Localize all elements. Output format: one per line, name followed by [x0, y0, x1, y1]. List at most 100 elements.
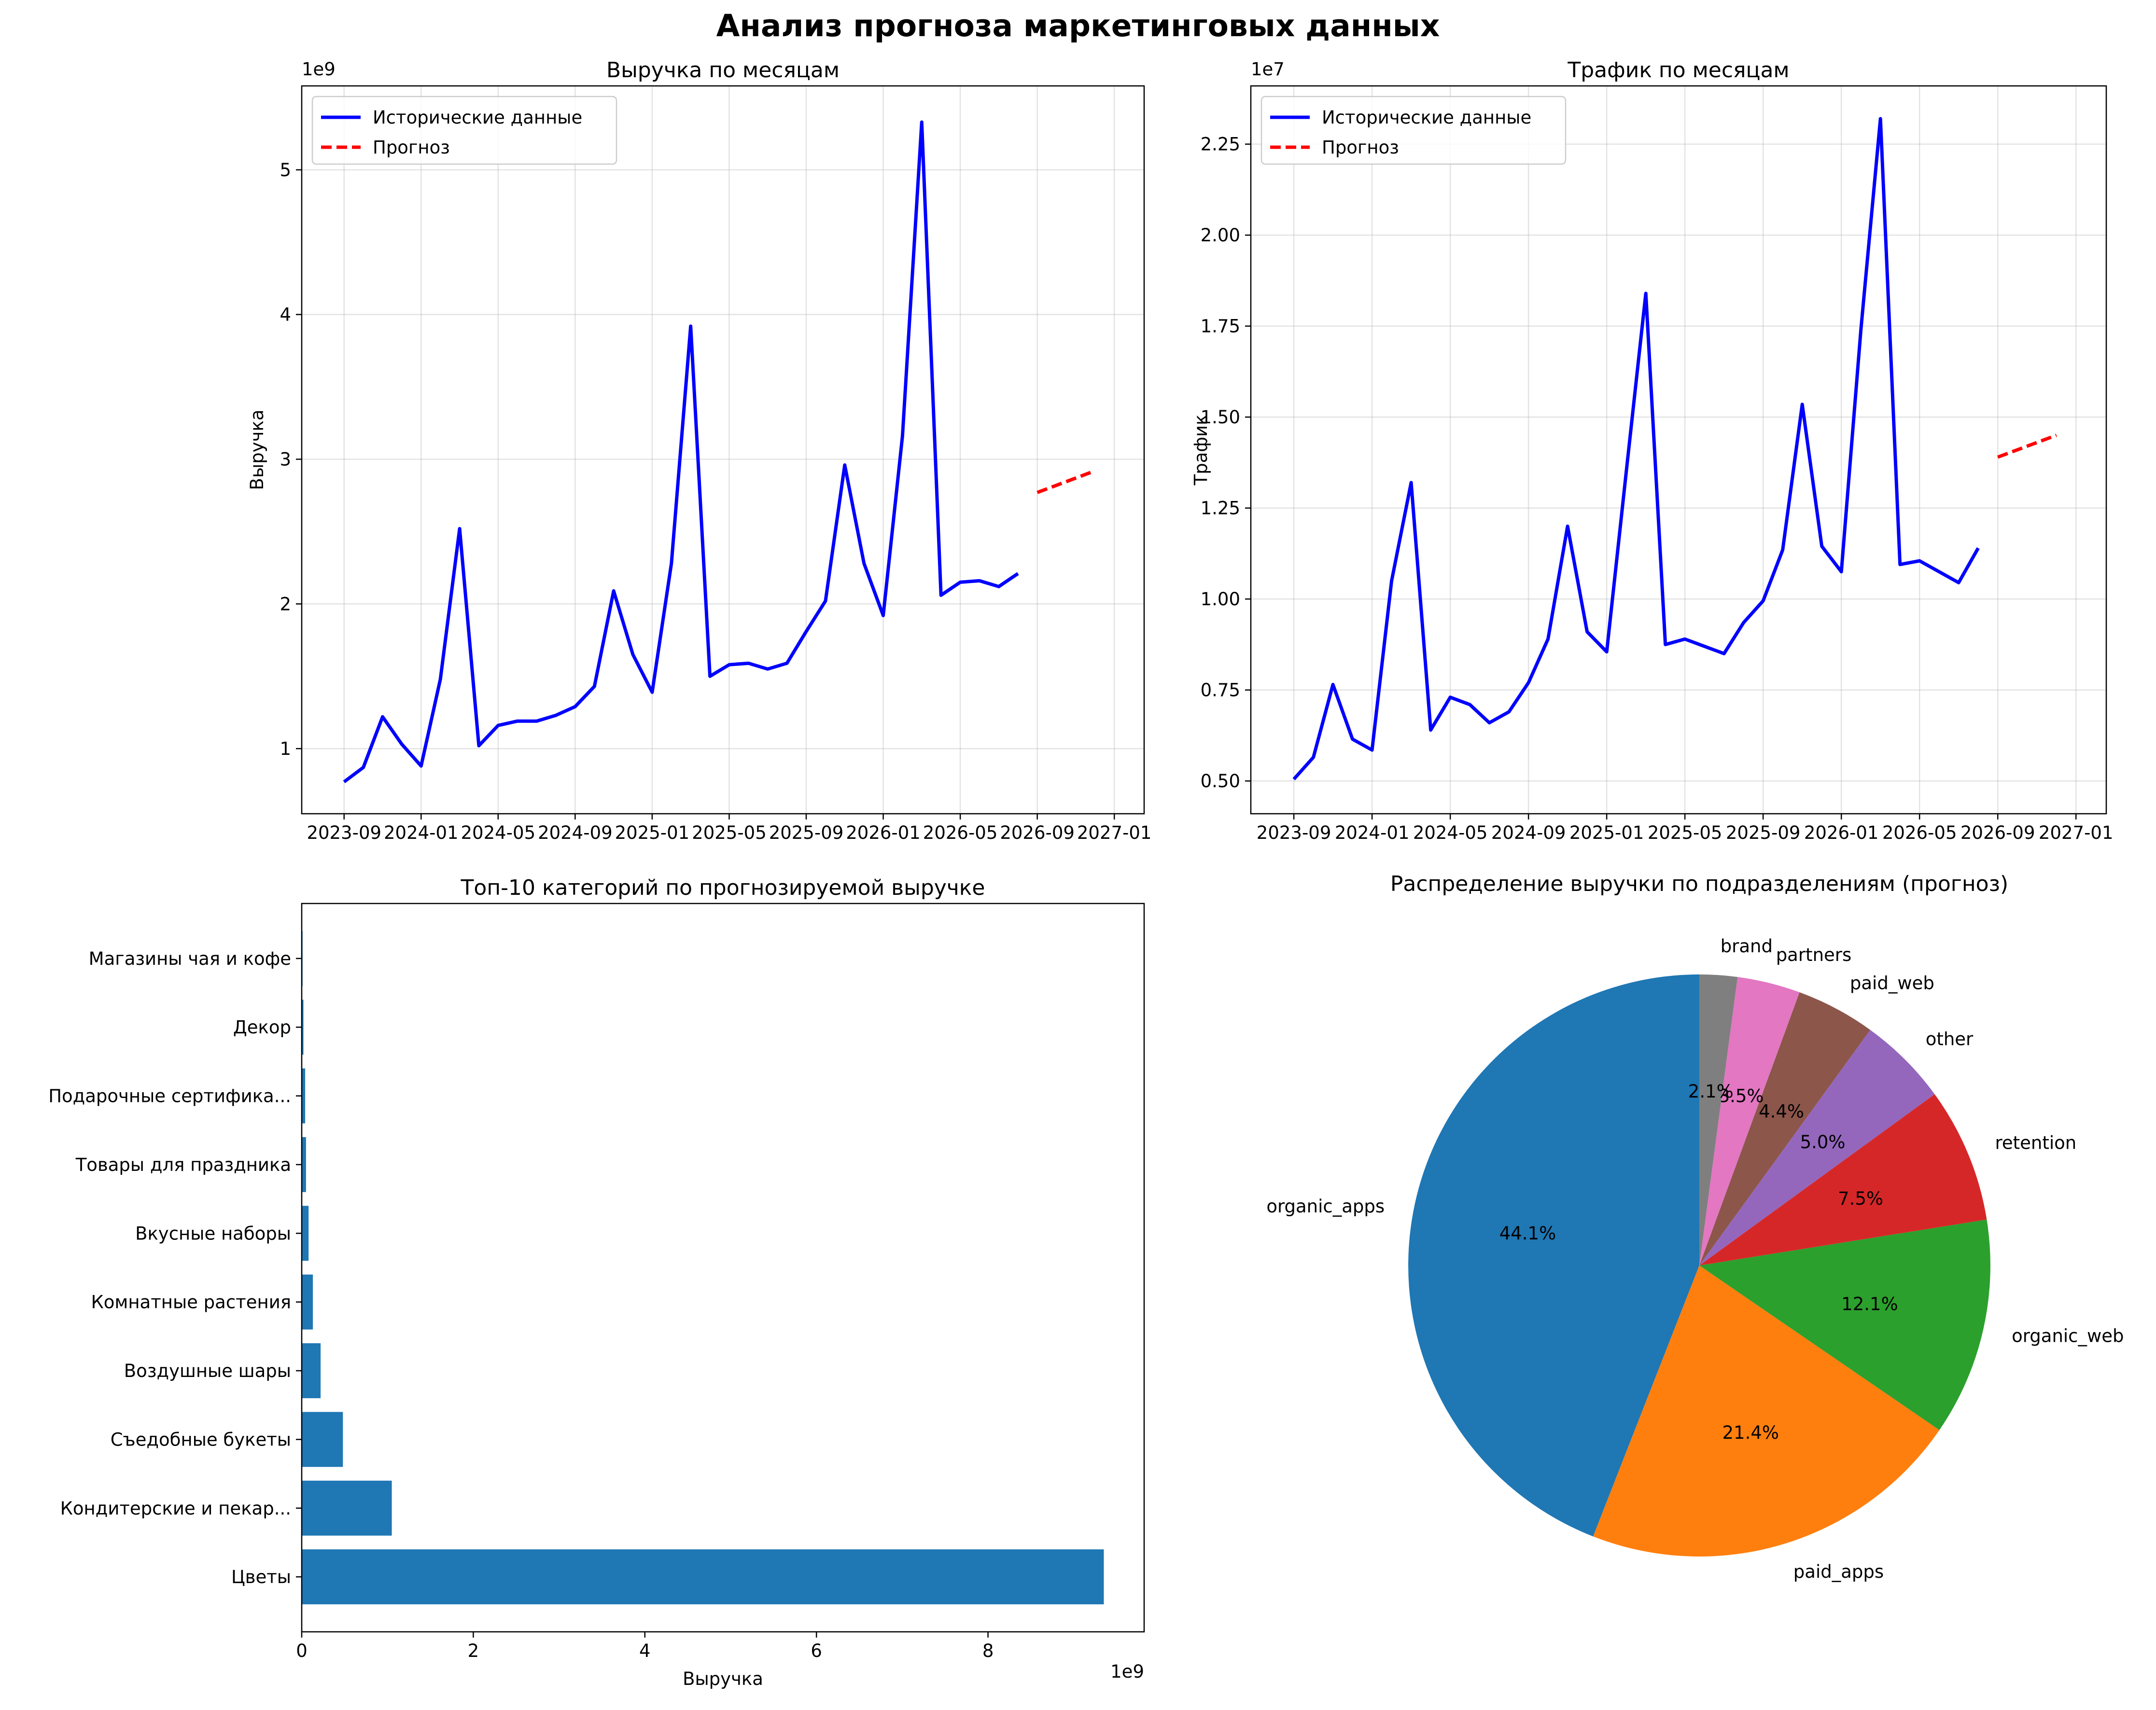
pie-slice-retention	[1699, 1094, 1987, 1265]
x-tick-label: 2026-09	[1960, 822, 2035, 843]
x-tick-label: 2025-09	[1726, 822, 1801, 843]
x-tick-label: 2025-05	[1648, 822, 1722, 843]
x-tick-label: 2026-01	[846, 822, 921, 843]
x-tick-label: 2	[468, 1640, 479, 1661]
pie-label: retention	[1995, 1132, 2077, 1153]
y-tick-label: 2.00	[1201, 225, 1240, 246]
chart-title: Распределение выручки по подразделениям …	[1390, 872, 2008, 896]
y-axis-label: Трафик	[1190, 415, 1211, 486]
x-tick-label: 2026-05	[923, 822, 998, 843]
legend-label: Исторические данные	[1322, 107, 1531, 128]
y-tick-label: 2.25	[1201, 134, 1240, 155]
x-tick-label: 6	[811, 1640, 822, 1661]
x-tick-label: 2024-05	[1413, 822, 1488, 843]
bar	[302, 1000, 304, 1055]
chart-title: Трафик по месяцам	[1567, 58, 1789, 83]
legend: Исторические данные Прогноз	[1260, 96, 1567, 165]
bar	[302, 1480, 392, 1536]
plot-frame	[301, 903, 1145, 1633]
category-label: Кондитерские и пекар...	[60, 1498, 291, 1519]
pie-label: other	[1926, 1029, 1974, 1050]
pie-label: partners	[1776, 945, 1852, 965]
y-tick-label: 1	[280, 738, 291, 759]
top-categories-bar-chart: Цветы Кондитерские и пекар... Съедобные бу…	[48, 876, 1145, 1689]
category-label: Съедобные букеты	[111, 1429, 291, 1450]
pie-slice-partners	[1699, 977, 1800, 1265]
pie-percent-label: 5.0%	[1800, 1132, 1846, 1153]
x-tick-label: 2023-09	[307, 822, 381, 843]
legend: Исторические данные Прогноз	[311, 96, 617, 165]
y-tick-label: 4	[280, 305, 291, 325]
pie-label: organic_web	[2012, 1326, 2124, 1347]
category-label: Воздушные шары	[124, 1361, 291, 1381]
x-tick-label: 0	[296, 1640, 308, 1661]
pie-label: organic_apps	[1266, 1196, 1385, 1217]
bar	[302, 1068, 306, 1124]
legend-label: Прогноз	[373, 137, 450, 158]
category-label: Вкусные наборы	[135, 1223, 291, 1244]
chart-title: Выручка по месяцам	[606, 58, 840, 83]
series-line-historical	[1292, 117, 1980, 780]
pie-slice-organic-web	[1699, 1219, 1990, 1430]
category-label: Товары для праздника	[75, 1154, 291, 1175]
x-tick-label: 2025-01	[1569, 822, 1644, 843]
pie-percent-label: 12.1%	[1841, 1293, 1898, 1314]
bar	[302, 1412, 343, 1467]
pie-slice-brand	[1699, 974, 1738, 1265]
pie-percent-label: 21.4%	[1722, 1422, 1779, 1443]
pie-slice-other	[1699, 1029, 1935, 1265]
category-label: Магазины чая и кофе	[89, 948, 291, 969]
x-tick-label: 2027-01	[2039, 822, 2114, 843]
y-tick-label: 0.50	[1201, 771, 1240, 792]
y-tick-label: 2	[280, 594, 291, 614]
x-tick-label: 2027-01	[1077, 822, 1152, 843]
x-tick-label: 2024-09	[1491, 822, 1566, 843]
category-label: Комнатные растения	[91, 1292, 291, 1313]
x-tick-label: 2024-01	[1335, 822, 1410, 843]
pie-slice-organic-apps	[1408, 974, 1699, 1537]
pie-percent-label: 44.1%	[1499, 1223, 1556, 1244]
pie-percent-label: 2.1%	[1688, 1081, 1734, 1102]
x-tick-label: 2024-09	[538, 822, 613, 843]
pie-slice-paid-apps	[1593, 1265, 1940, 1557]
revenue-line-chart: 2023-09 2024-01 2024-05 2024-09 2025-01 2025-…	[247, 58, 1151, 843]
y-tick-label: 1.50	[1201, 407, 1240, 428]
x-tick-label: 2025-01	[615, 822, 690, 843]
y-axis-label: Выручка	[247, 410, 267, 490]
x-tick-label: 2026-05	[1882, 822, 1957, 843]
pie-label: brand	[1721, 936, 1773, 957]
y-tick-label: 1.00	[1201, 589, 1240, 610]
series-line-historical	[343, 120, 1019, 783]
x-tick-label: 2025-05	[692, 822, 767, 843]
bar	[302, 1137, 306, 1192]
pie-label: paid_web	[1850, 973, 1934, 994]
x-tick-label: 2026-01	[1804, 822, 1879, 843]
x-tick-label: 8	[982, 1640, 994, 1661]
pie-label: paid_apps	[1793, 1561, 1884, 1582]
pie-percent-label: 7.5%	[1838, 1188, 1883, 1209]
bar	[302, 1274, 313, 1330]
legend-label: Исторические данные	[373, 107, 582, 128]
pie-percent-label: 4.4%	[1759, 1101, 1804, 1122]
series-line-forecast	[1036, 469, 1096, 494]
category-label: Цветы	[231, 1567, 291, 1587]
bar	[302, 1343, 321, 1398]
y-offset-label: 1e9	[302, 59, 336, 80]
x-tick-label: 2024-01	[384, 822, 459, 843]
x-tick-label: 2024-05	[461, 822, 536, 843]
division-revenue-pie-chart: organic_apps 44.1% paid_apps 21.4% organic_w…	[1266, 872, 2124, 1582]
y-tick-label: 1.75	[1201, 316, 1240, 337]
x-axis-label: Выручка	[683, 1668, 763, 1689]
traffic-line-chart: 2023-09 2024-01 2024-05 2024-09 2025-01 2025-…	[1190, 58, 2114, 843]
legend-label: Прогноз	[1322, 137, 1399, 158]
y-tick-label: 1.25	[1201, 498, 1240, 519]
x-tick-label: 4	[639, 1640, 651, 1661]
y-tick-label: 0.75	[1201, 680, 1240, 701]
x-tick-label: 2023-09	[1257, 822, 1331, 843]
figure-title: Анализ прогноза маркетинговых данных	[716, 8, 1440, 43]
chart-title: Топ-10 категорий по прогнозируемой выруч…	[461, 876, 985, 900]
y-tick-label: 5	[280, 160, 291, 181]
bar	[302, 1206, 309, 1261]
series-line-forecast	[1997, 433, 2057, 459]
